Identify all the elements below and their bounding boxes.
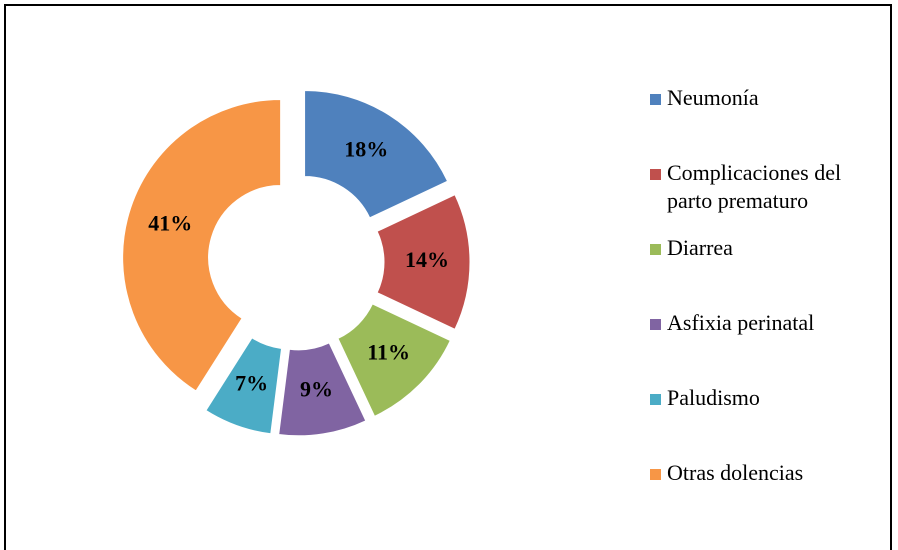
legend-item: Complicaciones del parto prematuro xyxy=(650,159,890,234)
data-label: 9% xyxy=(300,376,333,401)
legend-swatch xyxy=(650,94,661,105)
legend-label: Neumonía xyxy=(667,85,759,110)
doughnut-segment xyxy=(122,99,282,392)
legend-swatch xyxy=(650,469,661,480)
data-label: 7% xyxy=(235,370,268,395)
doughnut-segment xyxy=(376,194,471,330)
legend-label: Complicaciones del parto prematuro xyxy=(667,160,842,213)
data-label: 18% xyxy=(344,136,388,161)
legend-label: Otras dolencias xyxy=(667,460,804,485)
legend-swatch xyxy=(650,244,661,255)
legend-item: Neumonía xyxy=(650,84,890,159)
chart-frame xyxy=(4,4,892,550)
legend-item: Asfixia perinatal xyxy=(650,309,890,384)
doughnut-segment xyxy=(278,342,367,437)
legend-item: Otras dolencias xyxy=(650,459,890,534)
data-label: 11% xyxy=(367,340,410,365)
legend-label: Paludismo xyxy=(667,385,760,410)
legend-item: Diarrea xyxy=(650,234,890,309)
legend-swatch xyxy=(650,394,661,405)
legend-label: Asfixia perinatal xyxy=(667,310,815,335)
legend-swatch xyxy=(650,169,661,180)
legend-item: Paludismo xyxy=(650,384,890,459)
legend: Neumonía Complicaciones del parto prematu… xyxy=(650,84,890,534)
doughnut-segment xyxy=(337,303,451,417)
data-label: 14% xyxy=(405,247,449,272)
doughnut-segment xyxy=(205,337,283,435)
data-label: 41% xyxy=(148,210,192,235)
doughnut-segment xyxy=(304,89,449,219)
legend-label: Diarrea xyxy=(667,235,733,260)
legend-swatch xyxy=(650,319,661,330)
